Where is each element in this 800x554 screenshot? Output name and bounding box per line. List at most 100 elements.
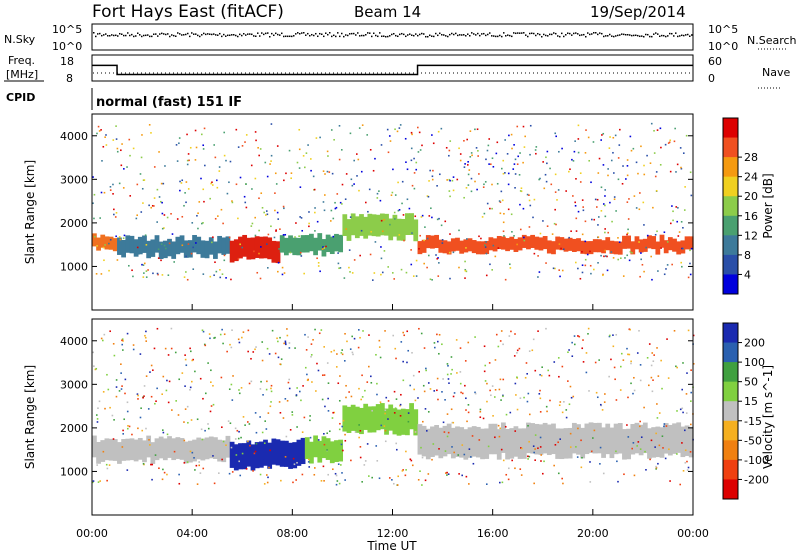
power-echo — [171, 233, 174, 235]
velocity-echo — [446, 413, 449, 415]
nsky-point — [425, 35, 427, 38]
velocity-band-cell — [434, 424, 440, 456]
power-echo — [413, 172, 416, 174]
velocity-echo — [516, 349, 519, 352]
power-echo — [545, 262, 547, 264]
power-echo — [606, 255, 608, 258]
velocity-echo — [657, 375, 660, 377]
power-echo — [156, 221, 158, 223]
power-echo — [510, 133, 513, 136]
power-echo — [399, 124, 402, 126]
power-echo — [122, 237, 125, 240]
velocity-echo — [602, 472, 605, 475]
nsky-point — [115, 34, 117, 37]
nsky-point — [665, 35, 667, 38]
velocity-echo — [178, 482, 181, 485]
power-echo — [324, 173, 326, 175]
velocity-echo — [521, 447, 523, 450]
velocity-echo — [231, 471, 234, 473]
velocity-echo — [375, 353, 377, 356]
power-echo — [430, 207, 432, 210]
power-band-cell — [617, 241, 623, 255]
velocity-echo — [121, 338, 124, 340]
velocity-echo — [113, 419, 115, 421]
power-echo — [285, 172, 287, 175]
velocity-echo — [545, 327, 547, 330]
velocity-echo — [494, 359, 497, 361]
nsky-point — [501, 35, 503, 38]
velocity-echo — [565, 409, 568, 411]
power-echo — [529, 204, 532, 207]
nsky-point — [533, 32, 535, 35]
power-echo — [183, 276, 186, 278]
power-echo — [353, 183, 355, 185]
velocity-echo — [229, 422, 232, 425]
power-echo — [574, 201, 577, 204]
power-echo — [358, 189, 360, 192]
power-echo — [261, 206, 264, 209]
power-echo — [223, 254, 226, 257]
nsearch-label: N.Search — [747, 34, 797, 47]
velocity-echo — [419, 436, 422, 438]
nsky-point — [535, 34, 537, 37]
velocity-echo — [516, 408, 519, 411]
power-echo — [448, 154, 450, 157]
power-echo — [585, 129, 587, 131]
power-echo — [449, 140, 452, 142]
power-echo — [98, 130, 101, 132]
power-echo — [197, 212, 199, 215]
nsky-point — [171, 34, 173, 36]
velocity-echo — [412, 374, 415, 377]
velocity-echo — [204, 429, 206, 432]
nsky-point — [221, 35, 223, 38]
velocity-echo — [195, 464, 198, 467]
velocity-echo — [599, 403, 602, 406]
velocity-echo — [416, 415, 418, 417]
nsky-point — [121, 33, 123, 35]
velocity-echo — [427, 382, 430, 384]
power-echo — [228, 181, 230, 184]
nsky-point — [373, 32, 375, 35]
velocity-echo — [184, 354, 186, 356]
velocity-echo — [407, 412, 410, 414]
velocity-band-cell — [647, 428, 652, 459]
velocity-colorbar-segment — [723, 459, 738, 480]
velocity-echo — [498, 388, 501, 391]
velocity-echo — [166, 379, 168, 382]
velocity-echo — [200, 428, 203, 431]
velocity-echo — [94, 368, 97, 371]
nsky-point — [111, 34, 113, 36]
nsky-point — [597, 33, 599, 36]
power-echo — [663, 273, 666, 276]
nsky-point — [187, 32, 189, 35]
power-echo — [465, 270, 468, 273]
velocity-echo — [314, 328, 316, 331]
velocity-echo — [559, 438, 562, 440]
power-echo — [380, 257, 383, 260]
velocity-echo — [459, 371, 462, 373]
velocity-echo — [115, 379, 118, 381]
velocity-echo — [540, 454, 543, 456]
velocity-echo — [348, 391, 350, 393]
velocity-echo — [333, 349, 335, 352]
power-ytick-label: 3000 — [60, 173, 88, 186]
power-echo — [538, 178, 540, 181]
power-colorbar-frame — [722, 117, 739, 295]
velocity-band-cell — [279, 440, 285, 467]
power-echo — [184, 192, 186, 194]
velocity-band-cell — [267, 442, 273, 469]
velocity-echo — [637, 441, 640, 443]
power-band-cell — [576, 238, 581, 252]
velocity-colorbar-tick-label: 100 — [744, 356, 765, 369]
velocity-echo — [433, 342, 436, 344]
nsky-point — [599, 32, 601, 34]
velocity-echo — [409, 384, 412, 387]
power-band-cell — [187, 240, 193, 258]
power-ytick-label: 1000 — [60, 260, 88, 273]
velocity-echo — [112, 438, 115, 440]
nsky-point — [415, 33, 417, 35]
power-echo — [95, 273, 98, 275]
power-echo — [429, 278, 432, 281]
power-echo — [343, 277, 346, 279]
velocity-echo — [370, 381, 373, 384]
